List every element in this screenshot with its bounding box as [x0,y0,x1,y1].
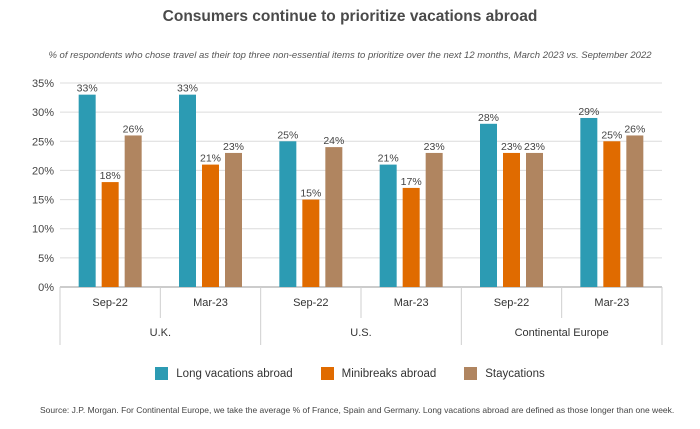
data-label: 33% [77,83,98,95]
data-label: 29% [578,106,599,118]
bar [279,141,297,287]
x-category-label: Sep-22 [494,297,529,309]
x-group-label: U.K. [150,327,171,339]
data-label: 26% [123,123,144,135]
y-tick-label: 30% [32,107,54,119]
legend-swatch-stay [464,367,478,380]
data-label: 28% [478,112,499,124]
legend-swatch-mini [320,367,334,380]
data-label: 18% [100,170,121,182]
bar [101,182,119,287]
bar [526,152,543,287]
bar [379,164,397,287]
legend-item-long: Long vacations abroad [155,367,293,380]
legend-swatch-long [155,367,169,380]
data-label: 23% [223,141,244,153]
chart-title: Consumers continue to prioritize vacatio… [162,8,538,25]
x-group-label: Continental Europe [515,327,609,339]
x-category-label: Sep-22 [293,297,328,309]
data-label: 26% [624,123,645,135]
x-category-label: Mar-23 [394,297,429,309]
data-label: 23% [424,141,445,153]
y-tick-label: 5% [38,253,54,265]
data-label: 17% [401,176,422,188]
bar [580,117,598,287]
legend-item-stay: Staycations [464,367,545,380]
x-category-label: Mar-23 [193,297,228,309]
legend-item-mini: Minibreaks abroad [320,367,437,380]
data-label: 24% [323,135,344,147]
data-label: 25% [277,129,298,141]
data-label: 15% [300,188,321,200]
data-label: 25% [601,129,622,141]
bar [202,164,219,287]
data-label: 23% [524,141,545,153]
bar [325,147,343,287]
legend-label-mini: Minibreaks abroad [341,367,437,380]
legend-label-long: Long vacations abroad [176,367,293,380]
bar [402,187,420,287]
bar [179,94,196,288]
bar [503,152,520,287]
x-group-label: U.S. [350,327,371,339]
bar [425,152,443,287]
bar-chart: 0% 5% 10% 15% 20% 25% 30% 35% 33% 18% 26% Sep-22 33%… [32,78,663,345]
bar [480,123,497,287]
bar [302,199,320,287]
x-category-label: Mar-23 [594,297,629,309]
chart-subtitle: % of respondents who chose travel as the… [48,50,652,61]
bar [603,141,621,287]
data-label: 21% [200,153,221,165]
y-tick-label: 25% [32,136,54,148]
data-label: 23% [501,141,522,153]
bar [225,152,242,287]
legend: Long vacations abroad Minibreaks abroad … [0,367,700,380]
y-tick-label: 10% [32,224,54,236]
data-label: 21% [378,153,399,165]
y-tick-label: 15% [32,195,54,207]
y-tick-label: 0% [38,282,54,294]
y-tick-label: 35% [32,78,54,90]
bar [626,135,644,287]
x-category-label: Sep-22 [92,297,127,309]
bar [124,135,142,287]
legend-label-stay: Staycations [485,367,545,380]
data-label: 33% [177,83,198,95]
bar [78,94,96,288]
source-note: Source: J.P. Morgan. For Continental Eur… [40,405,675,415]
y-tick-label: 20% [32,165,54,177]
